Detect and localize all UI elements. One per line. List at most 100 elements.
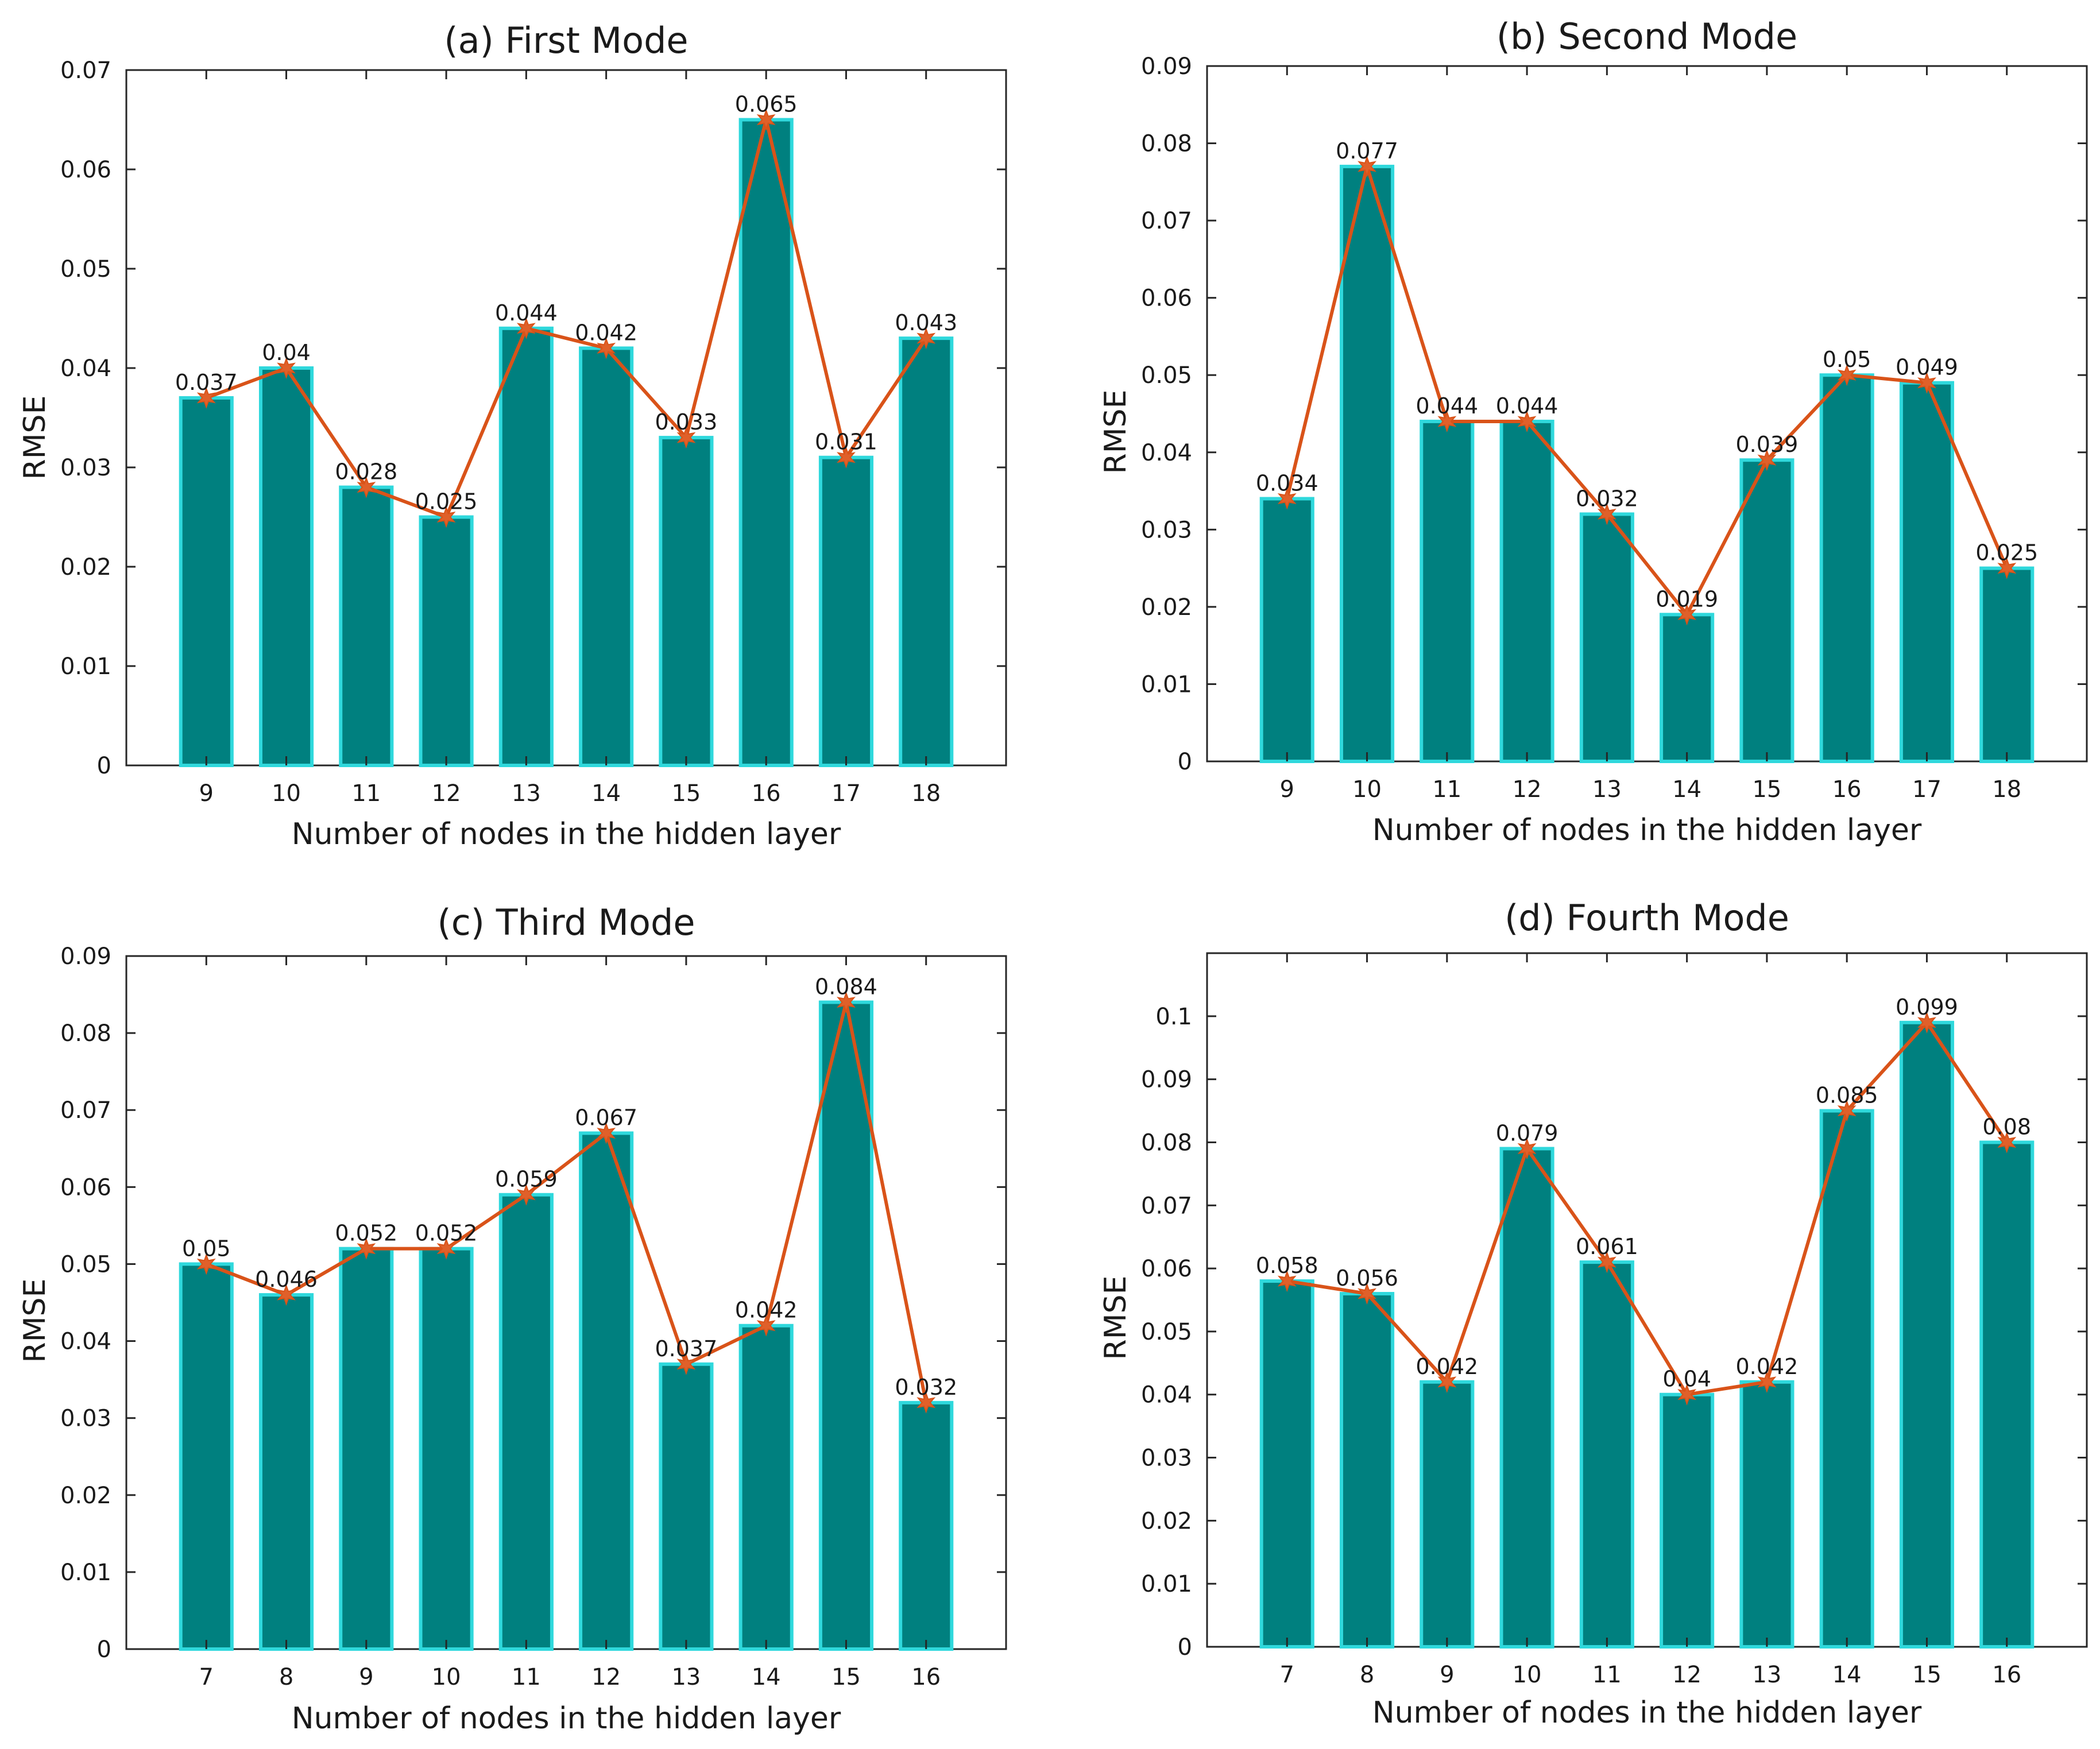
panel-b-xlabel: Number of nodes in the hidden layer: [1372, 813, 1922, 848]
panel-d-bar: [1660, 1392, 1715, 1649]
panel-d-bar: [1339, 1292, 1395, 1649]
panel-d-ytick-label: 0.07: [1141, 1193, 1192, 1219]
panel-c-bar: [579, 1131, 634, 1651]
panel-d-ytick-label: 0.03: [1141, 1445, 1192, 1472]
panel-a-bar: [339, 485, 394, 767]
panel-a-data-label: 0.04: [262, 340, 311, 365]
panel-b-data-label: 0.032: [1576, 486, 1638, 511]
panel-a-ytick-label: 0: [97, 753, 111, 779]
panel-a-bar: [818, 455, 874, 767]
panel-b-bar: [1579, 512, 1634, 764]
panel-b-ytick-label: 0.07: [1141, 208, 1192, 234]
panel-d-xtick-label: 14: [1832, 1662, 1862, 1688]
panel-b-xtick-label: 15: [1752, 776, 1781, 803]
panel-a-bar: [738, 118, 794, 767]
panel-d-data-label: 0.042: [1736, 1354, 1799, 1379]
panel-b: (b) Second Mode Number of nodes in the h…: [1099, 16, 2088, 848]
panel-a-xtick-label: 10: [272, 780, 301, 807]
panel-d: (d) Fourth Mode Number of nodes in the h…: [1099, 897, 2088, 1730]
panel-c-marker: [916, 1391, 936, 1414]
panel-d-marker: [1277, 1270, 1297, 1293]
panel-d-marker: [1358, 1282, 1377, 1305]
panel-d-ytick-label: 0.02: [1141, 1508, 1192, 1534]
panel-d-ytick-label: 0.06: [1141, 1256, 1192, 1282]
panel-c-bar: [818, 1000, 874, 1651]
panel-c-ytick-label: 0.08: [60, 1020, 111, 1047]
panel-d-bar: [1499, 1147, 1554, 1649]
panel-a-xtick-label: 16: [752, 780, 781, 807]
panel-c-bar: [899, 1400, 954, 1651]
panel-a-bar: [419, 515, 474, 767]
panel-a-axes-box: [125, 69, 1007, 767]
panel-c-series-line: [206, 1000, 928, 1403]
panel-b-ytick-label: 0.02: [1141, 594, 1192, 621]
panel-d-xlabel: Number of nodes in the hidden layer: [1372, 1696, 1922, 1730]
panel-c-xtick-label: 16: [911, 1664, 941, 1690]
panel-b-data-label: 0.025: [1975, 540, 2038, 566]
panel-a-bar: [498, 326, 554, 767]
panel-d-ylabel: RMSE: [1099, 1276, 1133, 1360]
panel-a-marker: [277, 357, 296, 380]
panel-a-bar: [899, 336, 954, 767]
panel-a-marker: [357, 476, 376, 498]
panel-d-bar: [1739, 1380, 1795, 1649]
panel-b-title: (b) Second Mode: [1496, 16, 1797, 57]
panel-d-plot: 0 0.01 0.02 0.03 0.04 0.05 0.06 0.07 0.08 0.09 0.1…: [1141, 952, 2088, 1688]
panel-c-xtick-label: 9: [359, 1664, 373, 1690]
panel-b-xtick-label: 16: [1832, 776, 1862, 803]
panel-b-ytick-label: 0.03: [1141, 517, 1192, 543]
panel-c: (c) Third Mode Number of nodes in the hi…: [18, 901, 1007, 1736]
panel-b-plot: 0 0.01 0.02 0.03 0.04 0.05 0.06 0.07 0.08 0.09 9 10…: [1141, 53, 2088, 803]
panel-d-xtick-label: 10: [1513, 1662, 1542, 1688]
panel-c-data-label: 0.037: [655, 1336, 718, 1361]
panel-d-marker: [1677, 1383, 1697, 1406]
panel-d-ytick-label: 0.09: [1141, 1067, 1192, 1093]
panel-a-marker: [597, 337, 616, 359]
panel-b-data-label: 0.05: [1823, 347, 1871, 372]
panel-c-marker: [436, 1237, 456, 1260]
panel-b-xtick-label: 17: [1912, 776, 1942, 803]
panel-b-bar: [1339, 164, 1395, 763]
panel-c-data-label: 0.052: [415, 1221, 478, 1246]
panel-b-marker: [1997, 557, 2017, 579]
panel-c-xtick-label: 10: [432, 1664, 461, 1690]
panel-c-marker: [756, 1314, 776, 1337]
panel-c-marker: [357, 1237, 376, 1260]
panel-d-data-label: 0.058: [1256, 1253, 1318, 1278]
panel-c-bar: [498, 1193, 554, 1651]
panel-a-marker: [916, 327, 936, 350]
panel-c-marker: [597, 1122, 616, 1144]
panel-a-data-label: 0.037: [175, 370, 238, 395]
panel-b-bar: [1499, 419, 1554, 763]
panel-a: (a) First Mode Number of nodes in the hi…: [18, 20, 1007, 852]
panel-b-marker: [1757, 449, 1777, 471]
panel-b-bar: [1739, 458, 1795, 763]
panel-d-data-label: 0.042: [1416, 1354, 1478, 1379]
panel-a-bar: [579, 346, 634, 767]
panel-b-marker: [1517, 410, 1537, 433]
panel-a-marker: [756, 109, 776, 131]
panel-c-plot: 0 0.01 0.02 0.03 0.04 0.05 0.06 0.07 0.08 0.09 7 8 9…: [60, 943, 1007, 1690]
panel-a-xtick-label: 13: [512, 780, 541, 807]
panel-d-bar: [1979, 1140, 2035, 1649]
panel-a-data-label: 0.031: [815, 429, 877, 455]
panel-c-ytick-label: 0.03: [60, 1406, 111, 1432]
panel-b-bar: [1899, 381, 1955, 763]
panel-b-xtick-label: 11: [1432, 776, 1461, 803]
panel-d-ytick-label: 0.01: [1141, 1571, 1192, 1597]
panel-a-xtick-label: 15: [671, 780, 701, 807]
panel-d-data-label: 0.085: [1816, 1083, 1878, 1108]
panel-c-data-label: 0.067: [575, 1105, 637, 1130]
panel-d-marker: [1997, 1131, 2017, 1154]
panel-c-ytick-label: 0.02: [60, 1483, 111, 1509]
panel-a-xlabel: Number of nodes in the hidden layer: [292, 817, 841, 852]
panel-d-data-label: 0.04: [1662, 1367, 1711, 1392]
panel-d-marker: [1437, 1371, 1457, 1393]
panel-c-data-label: 0.046: [255, 1267, 318, 1292]
panel-b-bar: [1819, 373, 1874, 763]
panel-d-marker: [1757, 1371, 1777, 1393]
panel-b-ytick-label: 0.01: [1141, 671, 1192, 698]
panel-a-data-label: 0.025: [415, 489, 478, 514]
panel-b-marker: [1597, 503, 1616, 525]
